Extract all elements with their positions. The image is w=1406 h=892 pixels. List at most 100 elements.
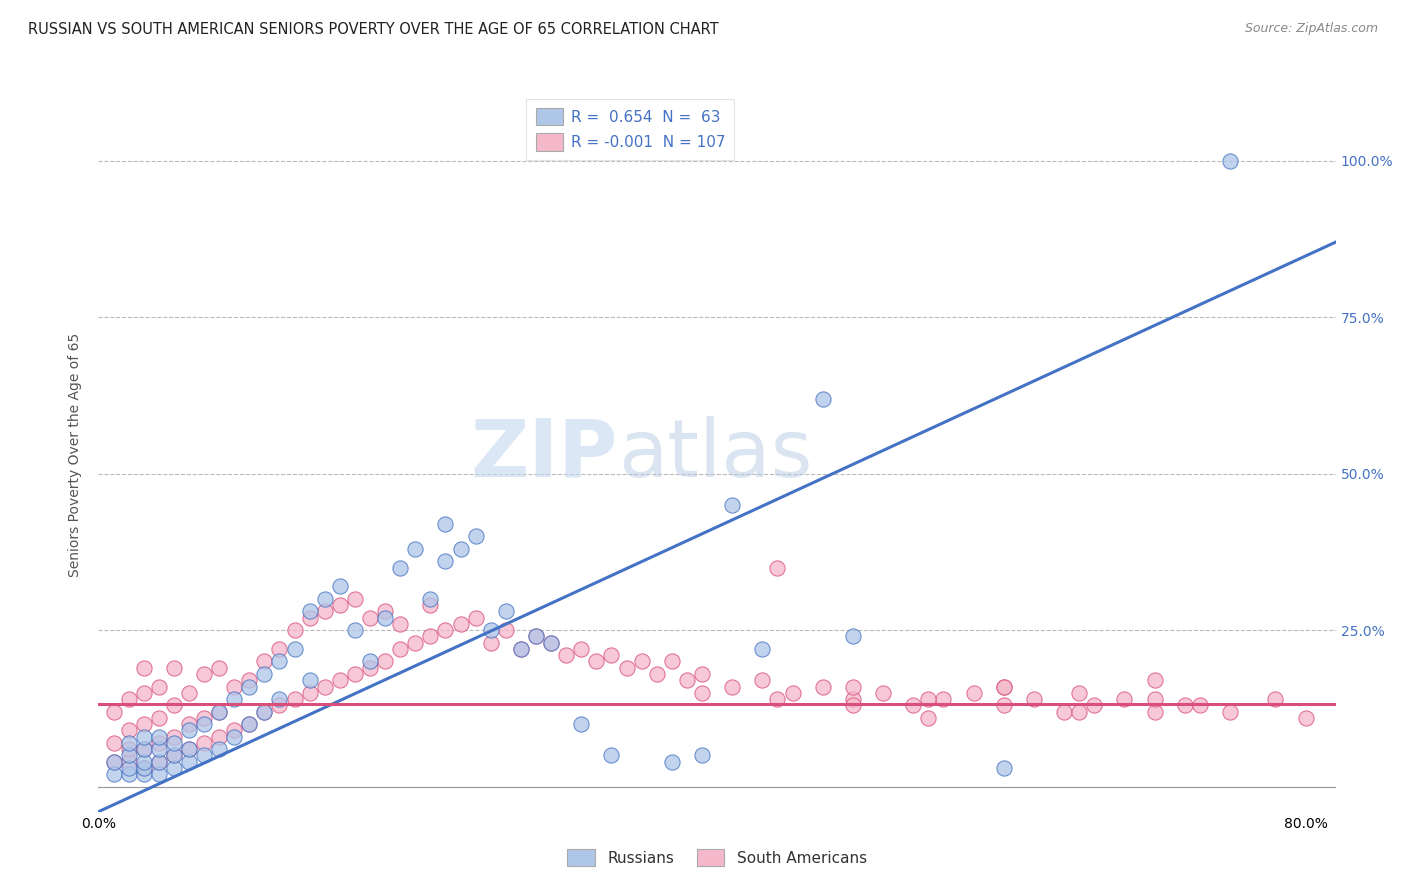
Point (450, 616, 472, 631)
Point (1143, 705, 1166, 719)
Point (117, 723, 139, 738)
Point (253, 705, 276, 719)
Point (193, 667, 215, 681)
Point (389, 560, 412, 574)
Point (284, 623, 307, 637)
Point (148, 711, 170, 725)
Point (569, 717, 592, 731)
Point (193, 748, 215, 763)
Point (1143, 673, 1166, 688)
Point (163, 661, 186, 675)
Point (103, 755, 125, 769)
Point (284, 692, 307, 706)
Point (917, 711, 939, 725)
Point (993, 680, 1015, 694)
Point (524, 630, 547, 644)
Point (298, 673, 321, 688)
Point (600, 748, 623, 763)
Point (253, 655, 276, 669)
Point (269, 642, 291, 657)
Point (177, 742, 200, 756)
Point (148, 680, 170, 694)
Point (661, 655, 683, 669)
Point (479, 636, 502, 650)
Point (269, 692, 291, 706)
Point (343, 623, 366, 637)
Point (238, 717, 260, 731)
Point (1143, 692, 1166, 706)
Point (1069, 686, 1091, 700)
Point (208, 705, 231, 719)
Point (253, 705, 276, 719)
Point (314, 680, 336, 694)
Point (540, 636, 562, 650)
Text: Source: ZipAtlas.com: Source: ZipAtlas.com (1244, 22, 1378, 36)
Point (132, 767, 155, 781)
Point (177, 686, 200, 700)
Point (298, 686, 321, 700)
Point (404, 541, 426, 556)
Point (811, 680, 834, 694)
Point (117, 767, 139, 781)
Point (132, 742, 155, 756)
Point (721, 680, 744, 694)
Point (993, 680, 1015, 694)
Point (751, 673, 773, 688)
Point (314, 591, 336, 606)
Point (208, 661, 231, 675)
Text: RUSSIAN VS SOUTH AMERICAN SENIORS POVERTY OVER THE AGE OF 65 CORRELATION CHART: RUSSIAN VS SOUTH AMERICAN SENIORS POVERT… (28, 22, 718, 37)
Point (1295, 711, 1317, 725)
Point (148, 755, 170, 769)
Point (585, 655, 607, 669)
Point (329, 579, 352, 593)
Point (630, 655, 652, 669)
Point (450, 541, 472, 556)
Point (555, 648, 578, 663)
Point (177, 742, 200, 756)
Point (238, 673, 260, 688)
Point (766, 692, 789, 706)
Point (132, 742, 155, 756)
Point (872, 686, 894, 700)
Point (117, 742, 139, 756)
Point (1114, 692, 1136, 706)
Point (993, 698, 1015, 713)
Point (766, 560, 789, 574)
Point (148, 767, 170, 781)
Point (117, 736, 139, 750)
Point (177, 755, 200, 769)
Point (132, 761, 155, 775)
Point (917, 692, 939, 706)
Point (224, 730, 246, 744)
Point (404, 636, 426, 650)
Point (676, 673, 699, 688)
Point (540, 636, 562, 650)
Text: atlas: atlas (619, 416, 813, 494)
Point (224, 680, 246, 694)
Point (284, 642, 307, 657)
Point (842, 692, 865, 706)
Point (163, 748, 186, 763)
Point (329, 598, 352, 612)
Point (132, 730, 155, 744)
Point (148, 755, 170, 769)
Point (1053, 705, 1076, 719)
Point (298, 610, 321, 624)
Point (253, 667, 276, 681)
Point (690, 748, 713, 763)
Point (208, 730, 231, 744)
Point (1174, 698, 1197, 713)
Point (434, 554, 457, 568)
Point (434, 623, 457, 637)
Point (374, 604, 396, 618)
Point (993, 761, 1015, 775)
Point (721, 498, 744, 512)
Point (132, 761, 155, 775)
Point (343, 591, 366, 606)
Legend: Russians, South Americans: Russians, South Americans (558, 839, 876, 875)
Point (1219, 153, 1241, 168)
Point (389, 616, 412, 631)
Point (329, 673, 352, 688)
Point (269, 655, 291, 669)
Point (509, 642, 531, 657)
